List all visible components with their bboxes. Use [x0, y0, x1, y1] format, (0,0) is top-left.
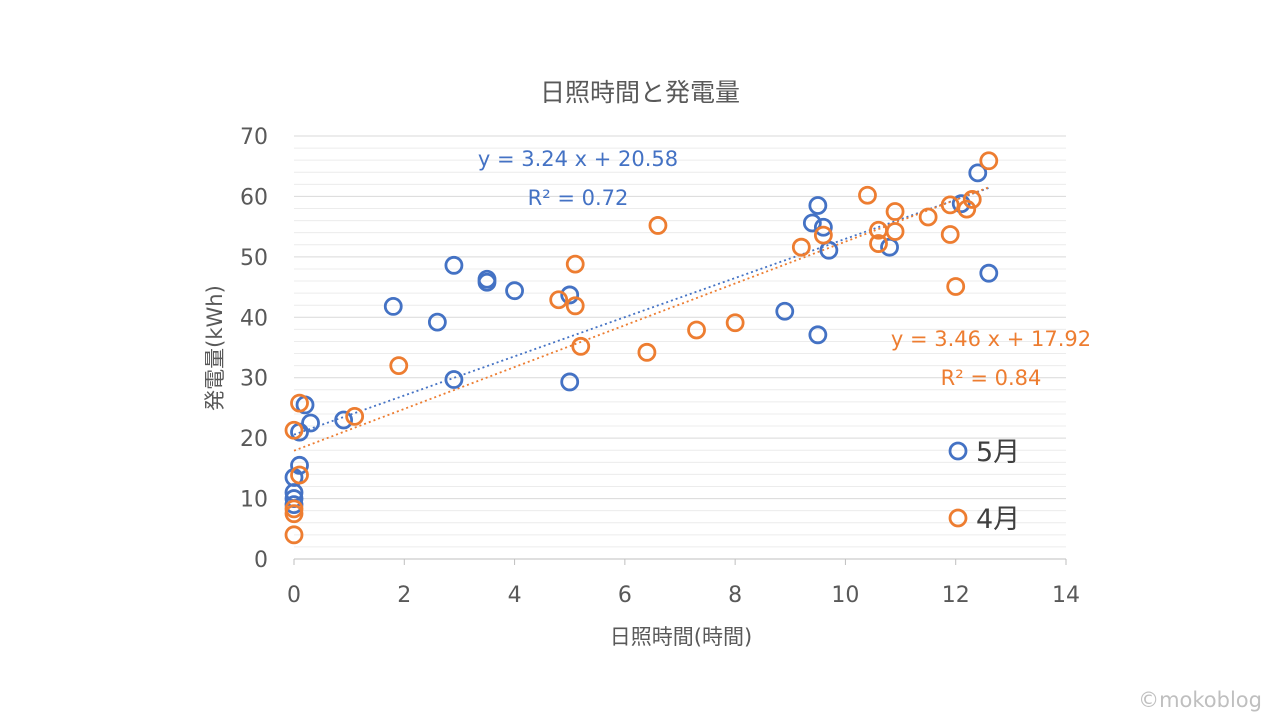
data-point [444, 370, 464, 389]
legend-label: 5月 [976, 437, 1020, 468]
x-axis-title: 日照時間(時間) [610, 625, 752, 649]
data-point [951, 194, 971, 214]
trendline-r-squared: R² = 0.84 [941, 366, 1042, 390]
data-point [808, 325, 828, 345]
data-point [549, 290, 569, 310]
data-point [885, 202, 905, 221]
data-point [957, 199, 977, 219]
data-point [637, 342, 657, 362]
x-tick-label: 14 [1052, 583, 1080, 608]
data-point [858, 185, 877, 205]
x-tick-label: 4 [508, 583, 522, 608]
x-tick-label: 6 [618, 583, 632, 608]
legend-label: 4月 [976, 504, 1020, 535]
data-point [869, 234, 888, 253]
y-tick-label: 40 [240, 306, 268, 331]
trendline-equation: y = 3.46 x + 17.92 [891, 327, 1091, 351]
data-point [791, 237, 811, 257]
data-point [560, 285, 580, 305]
data-point [345, 406, 365, 426]
data-point [802, 213, 822, 233]
trendline-r-squared: R² = 0.72 [528, 186, 629, 210]
data-point [565, 296, 585, 316]
data-point [813, 225, 833, 245]
y-tick-label: 0 [254, 548, 268, 573]
chart-title: 日照時間と発電量 [540, 78, 740, 107]
data-point [301, 413, 320, 433]
data-point [885, 222, 905, 241]
data-point [427, 312, 447, 332]
x-axis-ticks: 0 2 4 6 8 10 12 14 [287, 559, 1080, 608]
y-tick-label: 10 [240, 488, 268, 513]
data-point [968, 163, 988, 183]
data-point [284, 499, 304, 519]
data-point [687, 320, 706, 340]
data-point [284, 525, 304, 545]
data-point [444, 255, 464, 275]
x-tick-label: 2 [397, 583, 411, 608]
data-point [808, 196, 828, 215]
x-tick-label: 8 [728, 583, 742, 608]
data-point [571, 336, 591, 356]
data-point [334, 410, 354, 430]
y-axis-ticks: 0 10 20 30 40 50 60 70 [240, 125, 268, 573]
data-point [962, 190, 982, 209]
x-tick-label: 0 [287, 583, 301, 608]
data-point [775, 301, 795, 321]
data-point [979, 263, 999, 283]
y-tick-label: 50 [240, 246, 268, 271]
data-point [290, 465, 309, 485]
data-point [290, 393, 309, 413]
y-axis-title: 発電量(kWh) [203, 285, 227, 411]
trendline-equation: y = 3.24 x + 20.58 [478, 147, 678, 171]
data-point [565, 254, 585, 274]
y-tick-label: 20 [240, 427, 268, 452]
data-point [813, 217, 833, 237]
major-gridlines [294, 135, 1066, 560]
data-point [648, 216, 668, 235]
data-point [725, 313, 745, 333]
legend-marker [948, 441, 968, 461]
y-tick-label: 70 [240, 125, 268, 150]
legend-marker [948, 508, 968, 528]
trendline [293, 186, 990, 452]
data-point [389, 356, 409, 376]
data-point [940, 195, 960, 215]
data-point [284, 420, 304, 440]
data-point [290, 455, 309, 475]
y-tick-label: 30 [240, 367, 268, 392]
data-point [918, 207, 938, 227]
data-point [560, 372, 580, 392]
y-tick-label: 60 [240, 185, 268, 210]
x-tick-label: 10 [831, 583, 859, 608]
legend: 5月 4月 [948, 437, 1020, 535]
data-point [383, 297, 403, 316]
data-point [477, 272, 497, 292]
data-point [979, 151, 999, 171]
data-points [284, 151, 999, 545]
data-point [505, 281, 524, 301]
trendlines [293, 186, 990, 452]
data-point [940, 225, 960, 244]
watermark-credit: ©mokoblog [1138, 688, 1262, 712]
x-tick-label: 12 [942, 583, 970, 608]
data-point [946, 277, 966, 296]
trendline-equations: y = 3.24 x + 20.58 R² = 0.72 y = 3.46 x + … [478, 147, 1091, 390]
data-point [880, 237, 899, 257]
